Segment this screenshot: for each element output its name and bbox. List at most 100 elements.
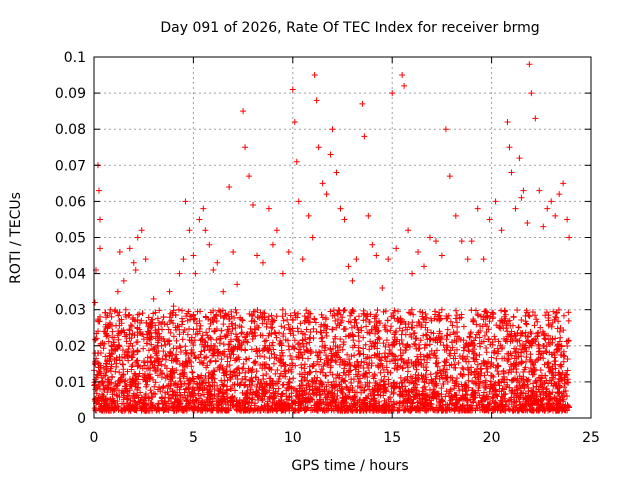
data-point-band bbox=[453, 312, 460, 319]
data-point-band bbox=[436, 337, 443, 344]
data-point-band bbox=[209, 371, 216, 378]
data-point bbox=[265, 205, 272, 212]
data-point-band bbox=[145, 314, 152, 321]
data-point-band bbox=[495, 338, 502, 345]
data-point-band bbox=[405, 309, 412, 316]
data-point-band bbox=[470, 317, 477, 324]
data-point-band bbox=[312, 319, 319, 326]
data-point-band bbox=[421, 379, 428, 386]
data-point-band bbox=[304, 371, 311, 378]
data-point-band bbox=[477, 397, 484, 404]
data-point-band bbox=[363, 361, 370, 368]
data-point-band bbox=[233, 309, 240, 316]
data-point-band bbox=[147, 336, 154, 343]
data-point-band bbox=[294, 388, 301, 395]
data-point-band bbox=[481, 359, 488, 366]
data-point-band bbox=[210, 307, 217, 314]
data-point-band bbox=[376, 381, 383, 388]
data-point-band bbox=[92, 386, 99, 393]
data-point-band bbox=[391, 307, 398, 314]
data-point-band bbox=[536, 347, 543, 354]
data-point-band bbox=[235, 337, 242, 344]
data-point-band bbox=[266, 355, 273, 362]
data-point-band bbox=[482, 396, 489, 403]
data-point-band bbox=[564, 379, 571, 386]
data-point-band bbox=[279, 313, 286, 320]
data-point-band bbox=[332, 375, 339, 382]
data-point-band bbox=[309, 396, 316, 403]
data-point-band bbox=[542, 372, 549, 379]
data-point-band bbox=[391, 315, 398, 322]
data-point-band bbox=[330, 378, 337, 385]
data-point-band bbox=[375, 387, 382, 394]
data-point-band bbox=[559, 407, 566, 414]
data-point-band bbox=[336, 381, 343, 388]
data-point-band bbox=[431, 382, 438, 389]
data-point-band bbox=[208, 336, 215, 343]
data-point bbox=[130, 259, 137, 266]
data-point-band bbox=[372, 340, 379, 347]
data-point-band bbox=[127, 322, 134, 329]
data-point-band bbox=[392, 360, 399, 367]
data-point-band bbox=[319, 314, 326, 321]
data-point-band bbox=[428, 329, 435, 336]
data-point-band bbox=[380, 392, 387, 399]
data-point-band bbox=[481, 395, 488, 402]
data-point-band bbox=[385, 376, 392, 383]
data-point-band bbox=[275, 385, 282, 392]
data-point-band bbox=[293, 353, 300, 360]
data-point-band bbox=[356, 351, 363, 358]
data-point-band bbox=[371, 403, 378, 410]
data-point-band bbox=[513, 359, 520, 366]
data-point-band bbox=[126, 326, 133, 333]
data-point-band bbox=[377, 362, 384, 369]
data-point-band bbox=[360, 307, 367, 314]
data-point-band bbox=[498, 388, 505, 395]
data-point-band bbox=[478, 398, 485, 405]
data-point-band bbox=[419, 391, 426, 398]
data-point bbox=[110, 339, 117, 346]
data-point-band bbox=[537, 404, 544, 411]
data-point-band bbox=[376, 402, 383, 409]
data-point-band bbox=[308, 404, 315, 411]
data-point-band bbox=[355, 332, 362, 339]
data-point-band bbox=[105, 385, 112, 392]
data-point-band bbox=[174, 392, 181, 399]
data-point-band bbox=[546, 396, 553, 403]
data-point-band bbox=[405, 320, 412, 327]
data-point-band bbox=[152, 322, 159, 329]
data-point-band bbox=[493, 322, 500, 329]
data-point-band bbox=[396, 391, 403, 398]
data-point-band bbox=[372, 352, 379, 359]
data-point bbox=[146, 321, 153, 328]
data-point-band bbox=[104, 389, 111, 396]
data-point-band bbox=[223, 407, 230, 414]
data-point bbox=[468, 238, 475, 245]
data-point-band bbox=[225, 346, 232, 353]
data-point-band bbox=[513, 353, 520, 360]
data-point bbox=[289, 86, 296, 93]
data-point-band bbox=[141, 357, 148, 364]
data-point-band bbox=[156, 319, 163, 326]
data-point-band bbox=[346, 386, 353, 393]
data-point-band bbox=[522, 390, 529, 397]
data-point-band bbox=[535, 329, 542, 336]
data-point-band bbox=[330, 307, 337, 314]
data-point-band bbox=[451, 407, 458, 414]
data-point-band bbox=[451, 382, 458, 389]
data-point-band bbox=[565, 317, 572, 324]
data-point-band bbox=[252, 388, 259, 395]
data-point-band bbox=[105, 338, 112, 345]
data-point-band bbox=[537, 354, 544, 361]
data-point-band bbox=[229, 325, 236, 332]
data-point-band bbox=[388, 323, 395, 330]
data-point-band bbox=[375, 327, 382, 334]
data-point-band bbox=[224, 332, 231, 339]
data-point-band bbox=[114, 345, 121, 352]
data-point-band bbox=[298, 382, 305, 389]
data-point-band bbox=[355, 338, 362, 345]
data-point-band bbox=[109, 328, 116, 335]
data-point bbox=[134, 234, 141, 241]
data-point-band bbox=[397, 388, 404, 395]
data-point bbox=[106, 310, 113, 317]
